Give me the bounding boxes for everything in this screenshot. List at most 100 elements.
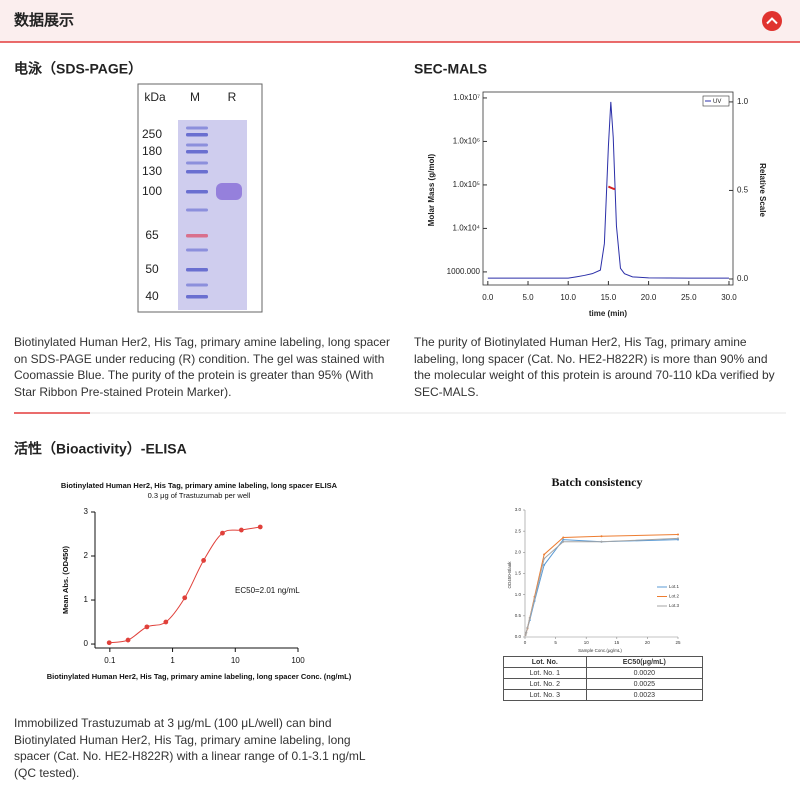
marker-band bbox=[186, 234, 208, 238]
y-tick-label: 1.0x10⁶ bbox=[453, 137, 480, 146]
legend-label: Lot.2 bbox=[669, 594, 680, 599]
table-header-row: Lot. No. EC50(μg/mL) bbox=[503, 656, 704, 668]
x-tick-label: 20 bbox=[645, 640, 651, 645]
x-tick-label: 10.0 bbox=[560, 293, 576, 302]
y-tick-label: 0.5 bbox=[515, 613, 522, 618]
marker-band bbox=[186, 295, 208, 299]
marker-band bbox=[186, 208, 208, 212]
x-tick-label: 25.0 bbox=[681, 293, 697, 302]
table-row: Lot. No. 2 0.0025 bbox=[503, 678, 704, 690]
table-header-cell: Lot. No. bbox=[503, 656, 587, 668]
data-point bbox=[677, 533, 679, 536]
y-tick-label: 2.0 bbox=[515, 550, 522, 555]
legend-box bbox=[702, 95, 730, 107]
annotation: EC50=2.01 ng/mL bbox=[235, 586, 300, 595]
collapse-icon bbox=[766, 17, 778, 25]
x-tick-label: 0.0 bbox=[482, 293, 494, 302]
chart-title: Biotinylated Human Her2, His Tag, primar… bbox=[61, 481, 338, 490]
marker-label: 40 bbox=[145, 289, 159, 303]
x-tick-label: 15 bbox=[614, 640, 620, 645]
legend-label: Lot.1 bbox=[669, 584, 680, 589]
data-point bbox=[533, 597, 536, 600]
x-tick-label: 10 bbox=[231, 656, 240, 665]
y-tick-label: 3 bbox=[84, 507, 89, 516]
header-bar bbox=[0, 0, 800, 42]
x-tick-label: 100 bbox=[291, 656, 305, 665]
y2-tick-label: 1.0 bbox=[737, 97, 749, 106]
marker-band bbox=[186, 126, 208, 130]
marker-label: 100 bbox=[142, 184, 162, 198]
data-point bbox=[543, 557, 546, 560]
gel bbox=[178, 120, 247, 310]
x-tick-label: 10 bbox=[584, 640, 590, 645]
x-tick-label: 1 bbox=[170, 656, 175, 665]
gel-image: kDa M R 250 180 130 100 65 50 40 bbox=[137, 83, 263, 313]
x-tick-label: 5 bbox=[554, 640, 557, 645]
y2-tick-label: 0.5 bbox=[737, 186, 749, 195]
y-tick-label: 1.0 bbox=[515, 592, 522, 597]
table-cell: 0.0023 bbox=[585, 689, 704, 701]
marker-label: 130 bbox=[142, 164, 162, 178]
x-tick-label: 0 bbox=[524, 640, 527, 645]
y-tick-label: 0 bbox=[84, 639, 89, 648]
y-tick-label: 3.0 bbox=[515, 507, 522, 512]
y-tick-label: 1000.000 bbox=[447, 267, 481, 276]
gel-lane-label: M bbox=[190, 90, 200, 104]
y-axis-label: Mean Abs. (OD450) bbox=[61, 545, 70, 614]
caption: The purity of Biotinylated Human Her2, H… bbox=[414, 335, 775, 399]
section-title: 电泳（SDS-PAGE） bbox=[14, 61, 142, 77]
series-line bbox=[525, 534, 679, 636]
series-line bbox=[487, 101, 729, 279]
data-point bbox=[201, 558, 206, 563]
x-tick-label: 0.1 bbox=[104, 656, 116, 665]
data-point bbox=[562, 540, 565, 543]
y-axis-label: Molar Mass (g/mol) bbox=[427, 153, 436, 226]
data-point bbox=[106, 640, 112, 646]
gel-lane-label: R bbox=[228, 90, 237, 104]
table-row: Lot. No. 3 0.0023 bbox=[503, 689, 704, 701]
y-tick-label: 2 bbox=[84, 551, 89, 560]
data-point bbox=[543, 564, 546, 567]
data-point bbox=[125, 637, 131, 643]
section-title: SEC-MALS bbox=[414, 61, 487, 77]
caption: Immobilized Trastuzumab at 3 μg/mL (100 … bbox=[14, 716, 366, 780]
data-point bbox=[677, 537, 679, 540]
sample-band bbox=[216, 183, 242, 200]
header-title: 数据展示 bbox=[14, 11, 74, 29]
data-point bbox=[524, 633, 527, 636]
data-point bbox=[562, 536, 565, 539]
marker-band bbox=[186, 170, 208, 174]
x-tick-label: 20.0 bbox=[641, 293, 657, 302]
marker-label: 50 bbox=[145, 262, 159, 276]
x-axis-label: Biotinylated Human Her2, His Tag, primar… bbox=[47, 672, 352, 681]
collapse-button[interactable] bbox=[762, 11, 782, 31]
marker-band bbox=[186, 133, 208, 137]
plot-frame bbox=[482, 91, 734, 286]
data-point bbox=[543, 553, 546, 556]
legend-label: UV bbox=[713, 99, 721, 105]
data-point bbox=[220, 530, 225, 536]
data-point bbox=[238, 527, 244, 533]
data-point bbox=[562, 538, 565, 541]
data-point bbox=[526, 626, 529, 629]
x-axis-label: Sample Conc.(μg/mL) bbox=[578, 648, 622, 653]
table-cell: Lot. No. 3 bbox=[503, 689, 587, 701]
marker-label: 250 bbox=[142, 127, 162, 141]
data-point bbox=[525, 631, 528, 634]
marker-band bbox=[186, 143, 208, 147]
marker-band bbox=[186, 248, 208, 252]
data-point bbox=[144, 624, 150, 630]
table-cell: 0.0025 bbox=[585, 678, 704, 690]
marker-label: 180 bbox=[142, 144, 162, 158]
data-point bbox=[257, 524, 263, 530]
y-tick-label: 1.0x10⁴ bbox=[453, 224, 481, 233]
table-cell: Lot. No. 1 bbox=[503, 667, 587, 679]
x-tick-label: 15.0 bbox=[601, 293, 617, 302]
table-cell: 0.0020 bbox=[585, 667, 704, 679]
y-tick-label: 1.0x10⁷ bbox=[453, 93, 480, 102]
x-tick-label: 5.0 bbox=[522, 293, 534, 302]
marker-band bbox=[186, 161, 208, 165]
section-title: 活性（Bioactivity）-ELISA bbox=[14, 441, 187, 457]
